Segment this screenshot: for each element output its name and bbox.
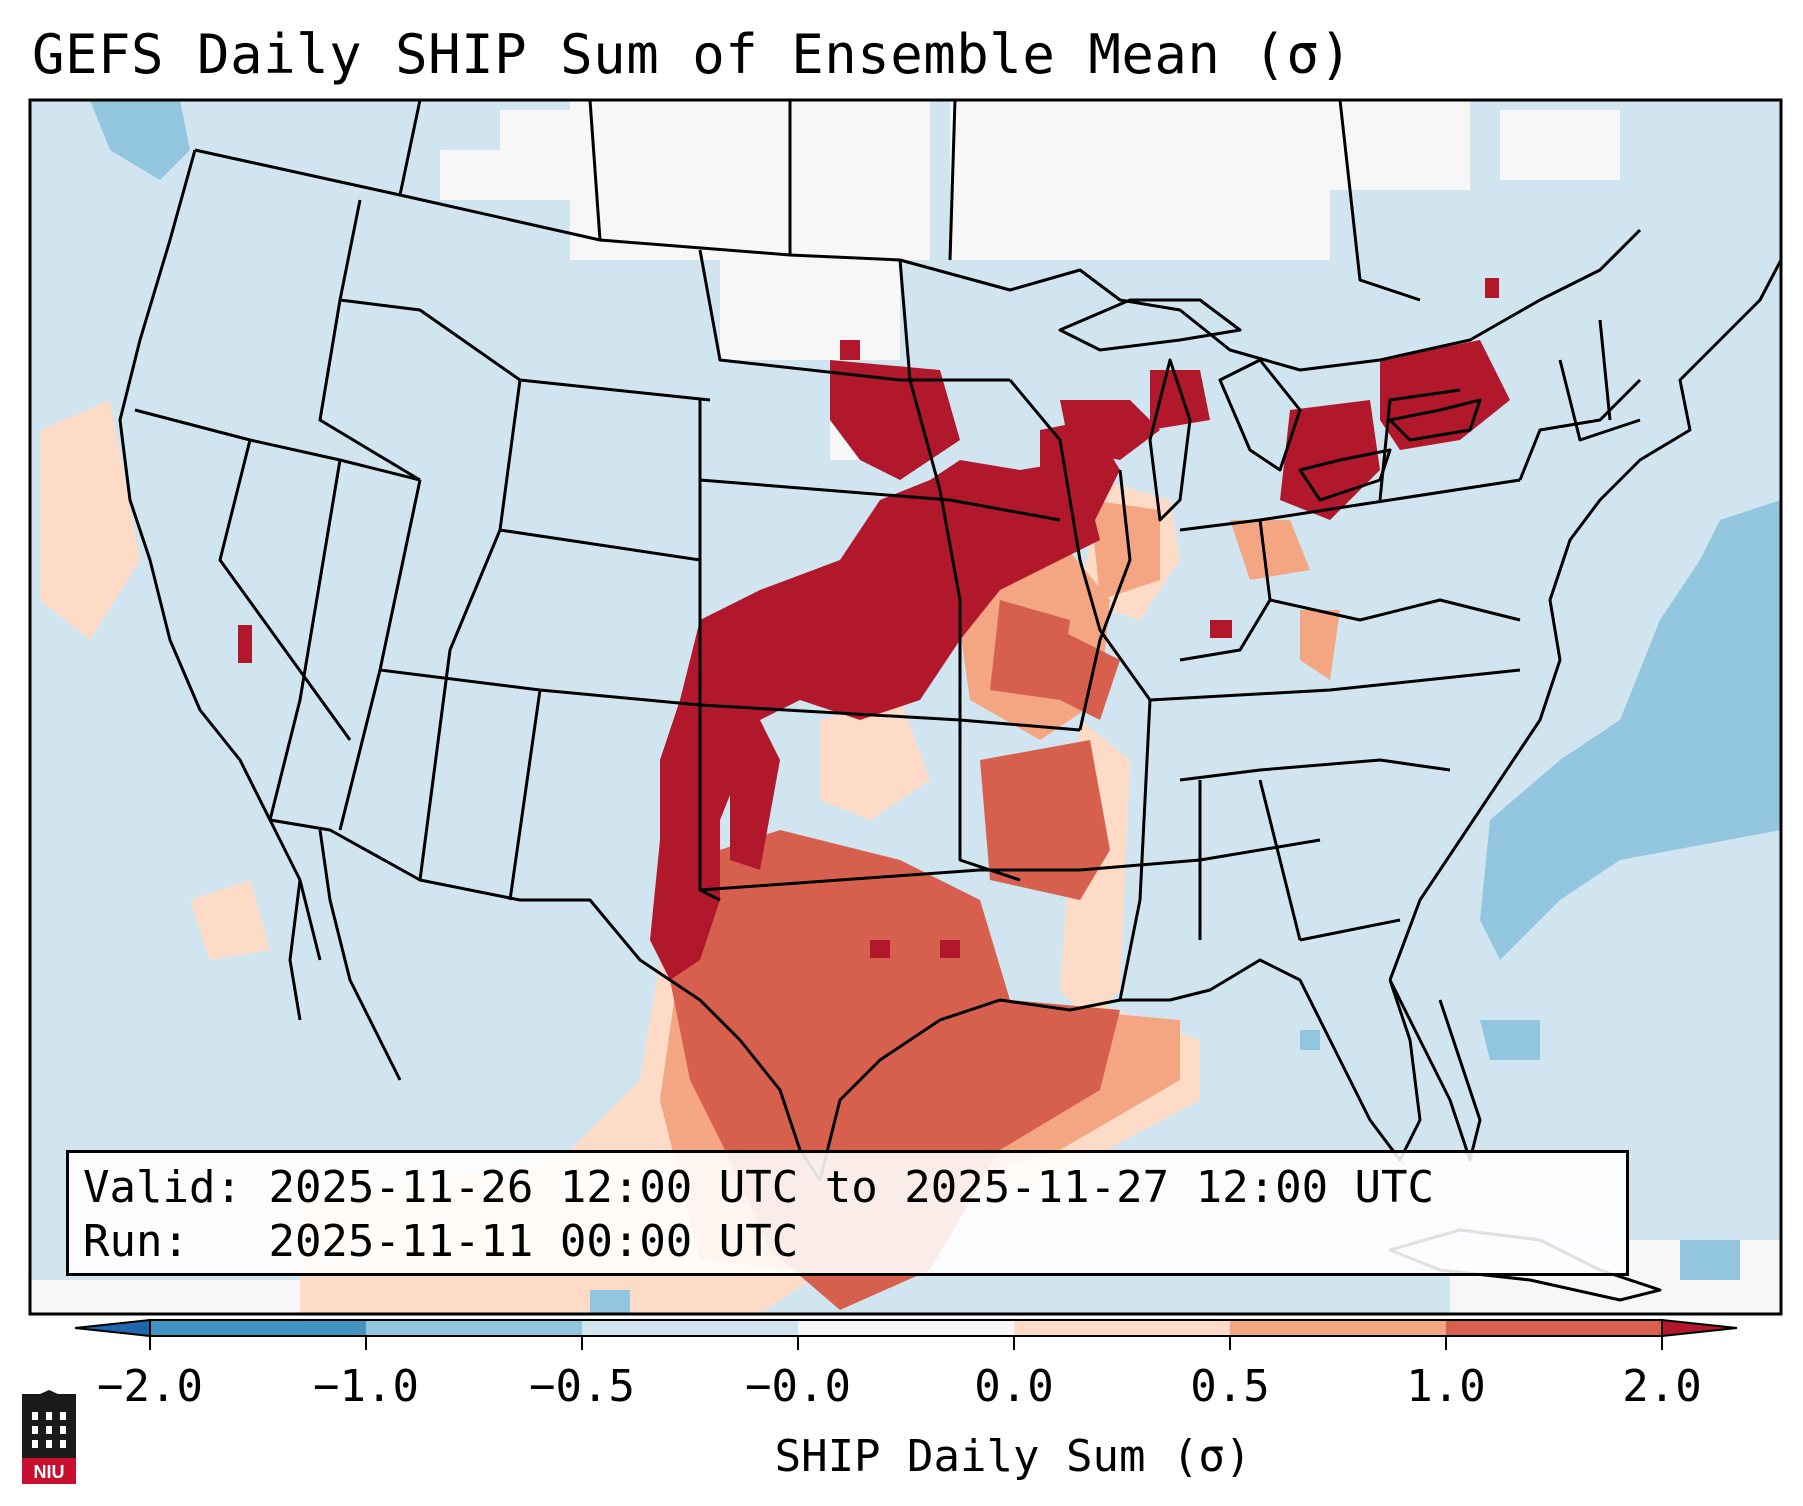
map-plot-area (28, 98, 1783, 1316)
colorbar-tick-label: −1.0 (313, 1361, 419, 1412)
logo-text: NIU (34, 1462, 65, 1482)
valid-run-info-box: Valid: 2025-11-26 12:00 UTC to 2025-11-2… (66, 1150, 1629, 1276)
colorbar (74, 1318, 1738, 1350)
valid-line: Valid: 2025-11-26 12:00 UTC to 2025-11-2… (83, 1161, 1612, 1215)
valid-value: 2025-11-26 12:00 UTC to 2025-11-27 12:00… (268, 1162, 1435, 1213)
colorbar-segment-1 (150, 1320, 366, 1336)
colorbar-tick-label: 2.0 (1622, 1361, 1702, 1412)
niu-logo: NIU (22, 1390, 76, 1484)
colorbar-tick-label: −0.0 (745, 1361, 851, 1412)
colorbar-tick-label: −0.5 (529, 1361, 635, 1412)
colorbar-segment-4 (798, 1320, 1014, 1336)
run-line: Run: 2025-11-11 00:00 UTC (83, 1215, 1612, 1269)
colorbar-tick-label: 0.5 (1190, 1361, 1270, 1412)
colorbar-tick-label: −2.0 (97, 1361, 203, 1412)
colorbar-segment-5 (1014, 1320, 1230, 1336)
colorbar-frame (149, 1319, 1663, 1337)
run-value: 2025-11-11 00:00 UTC (268, 1216, 799, 1267)
map-frame (28, 98, 1783, 1316)
colorbar-extend-low (74, 1318, 151, 1338)
colorbar-tick-label: 1.0 (1406, 1361, 1486, 1412)
colorbar-segment-3 (582, 1320, 798, 1336)
colorbar-label: SHIP Daily Sum (σ) (774, 1431, 1252, 1482)
run-label: Run: (83, 1216, 189, 1267)
colorbar-segment-6 (1230, 1320, 1446, 1336)
colorbar-extend-high (1661, 1318, 1738, 1338)
state-borders (118, 99, 1783, 1302)
valid-label: Valid: (83, 1162, 242, 1213)
colorbar-ticks (149, 1336, 1663, 1350)
colorbar-tick-label: 0.0 (974, 1361, 1054, 1412)
map-title: GEFS Daily SHIP Sum of Ensemble Mean (σ) (32, 23, 1353, 86)
weak-negative-field (90, 100, 1781, 1314)
colorbar-segment-2 (366, 1320, 582, 1336)
colorbar-segment-7 (1446, 1320, 1662, 1336)
